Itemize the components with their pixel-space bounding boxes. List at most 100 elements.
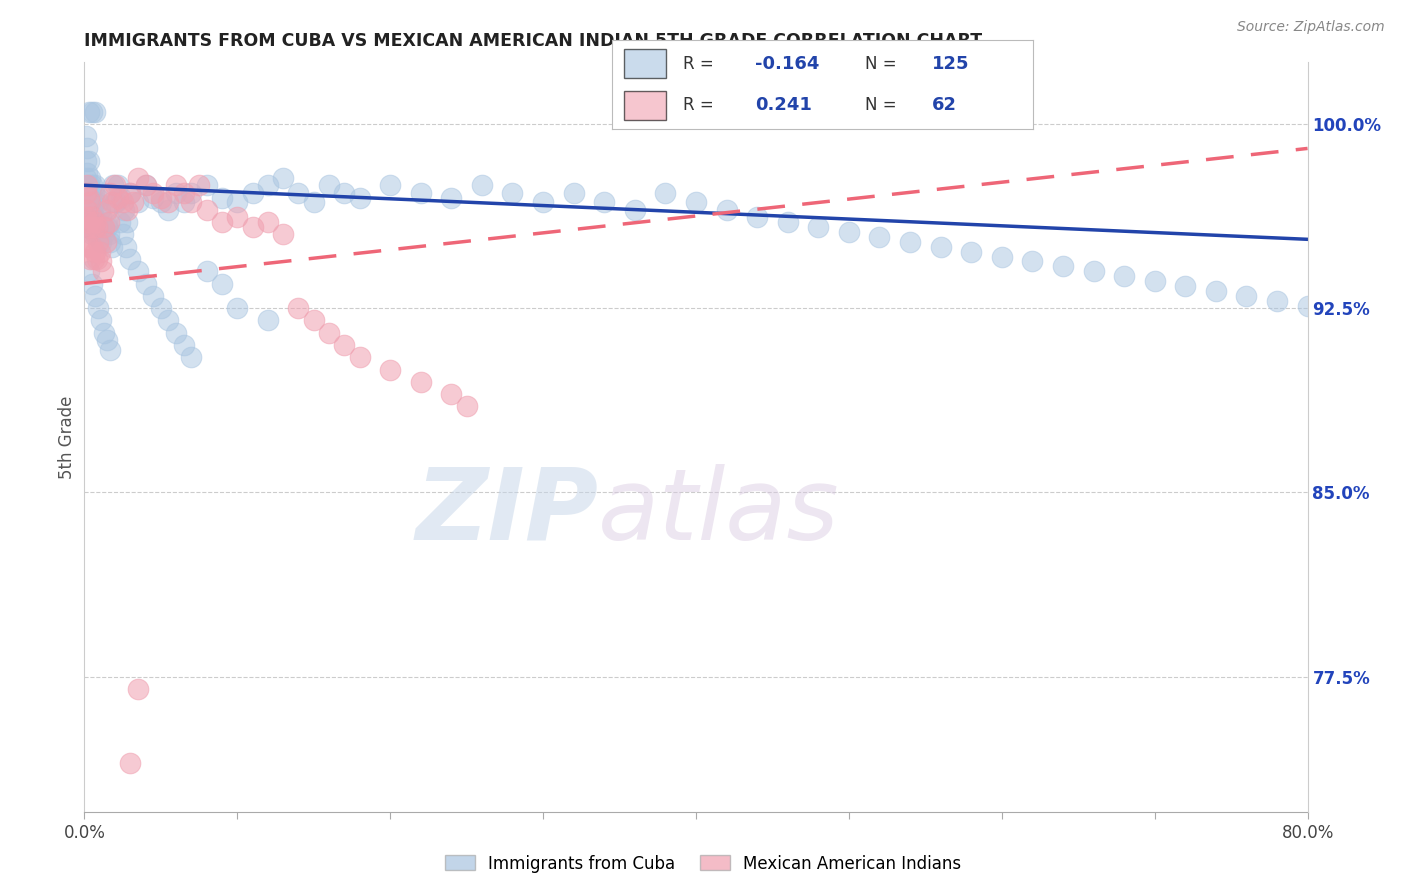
Point	[76, 202, 98, 217]
Point	[103, 178, 125, 193]
Point	[115, 202, 138, 217]
Point	[135, 178, 157, 193]
Point	[502, 186, 524, 200]
Point	[75, 153, 97, 168]
Point	[104, 195, 127, 210]
Point	[624, 202, 647, 217]
Point	[90, 254, 112, 268]
Point	[211, 277, 233, 291]
Point	[898, 235, 921, 249]
Point	[318, 326, 340, 340]
Point	[349, 190, 371, 204]
Point	[440, 190, 463, 204]
Point	[80, 211, 103, 225]
Point	[76, 166, 98, 180]
Point	[84, 195, 107, 210]
Point	[90, 313, 112, 327]
Point	[89, 244, 111, 259]
Point	[84, 244, 107, 259]
Point	[89, 227, 111, 242]
Point	[685, 195, 707, 210]
Point	[165, 186, 187, 200]
Text: atlas: atlas	[598, 464, 839, 560]
Point	[127, 681, 149, 696]
Point	[87, 195, 110, 210]
Point	[105, 195, 128, 210]
Point	[87, 301, 110, 315]
Point	[76, 141, 98, 155]
Point	[79, 215, 101, 229]
Point	[89, 202, 111, 217]
Point	[96, 333, 118, 347]
Point	[226, 301, 249, 315]
Point	[409, 375, 432, 389]
Text: Source: ZipAtlas.com: Source: ZipAtlas.com	[1237, 20, 1385, 34]
Point	[104, 178, 127, 193]
Point	[107, 178, 129, 193]
Point	[135, 178, 157, 193]
Point	[226, 195, 249, 210]
Point	[302, 195, 325, 210]
Point	[90, 211, 112, 225]
Point	[242, 220, 264, 235]
Point	[86, 190, 108, 204]
Point	[127, 170, 149, 185]
Text: -0.164: -0.164	[755, 55, 820, 73]
Text: ZIP: ZIP	[415, 464, 598, 560]
Point	[1205, 284, 1227, 298]
Point	[115, 215, 138, 229]
Point	[94, 215, 117, 229]
Point	[86, 215, 108, 229]
Point	[838, 225, 860, 239]
Point	[111, 227, 134, 242]
Point	[654, 186, 676, 200]
Point	[84, 178, 107, 193]
Point	[83, 252, 105, 266]
Point	[180, 350, 202, 364]
Point	[114, 240, 136, 254]
Point	[593, 195, 616, 210]
Point	[157, 195, 180, 210]
Text: N =: N =	[865, 55, 896, 73]
Point	[380, 178, 402, 193]
Point	[120, 186, 142, 200]
Point	[1174, 279, 1197, 293]
Text: IMMIGRANTS FROM CUBA VS MEXICAN AMERICAN INDIAN 5TH GRADE CORRELATION CHART: IMMIGRANTS FROM CUBA VS MEXICAN AMERICAN…	[84, 32, 983, 50]
Point	[97, 215, 120, 229]
Point	[98, 235, 121, 249]
Point	[76, 186, 98, 200]
Point	[991, 250, 1014, 264]
Point	[97, 227, 120, 242]
Point	[80, 104, 103, 119]
Point	[1052, 260, 1074, 274]
Point	[80, 202, 103, 217]
Point	[76, 178, 98, 193]
Legend: Immigrants from Cuba, Mexican American Indians: Immigrants from Cuba, Mexican American I…	[437, 848, 969, 880]
Point	[83, 211, 105, 225]
Point	[1236, 289, 1258, 303]
Point	[79, 170, 101, 185]
Point	[93, 326, 115, 340]
Point	[157, 202, 180, 217]
Point	[440, 387, 463, 401]
Point	[77, 190, 100, 204]
Point	[112, 202, 135, 217]
Point	[84, 215, 107, 229]
Point	[107, 190, 129, 204]
Point	[80, 240, 103, 254]
Point	[77, 104, 100, 119]
Point	[195, 178, 218, 193]
Text: N =: N =	[865, 96, 896, 114]
Point	[87, 235, 110, 249]
Point	[93, 227, 115, 242]
Point	[173, 338, 195, 352]
Text: R =: R =	[683, 96, 714, 114]
Point	[76, 220, 98, 235]
Point	[120, 756, 142, 770]
Point	[180, 186, 202, 200]
Point	[257, 215, 280, 229]
Point	[380, 362, 402, 376]
Point	[716, 202, 738, 217]
Point	[120, 186, 142, 200]
Point	[75, 211, 97, 225]
